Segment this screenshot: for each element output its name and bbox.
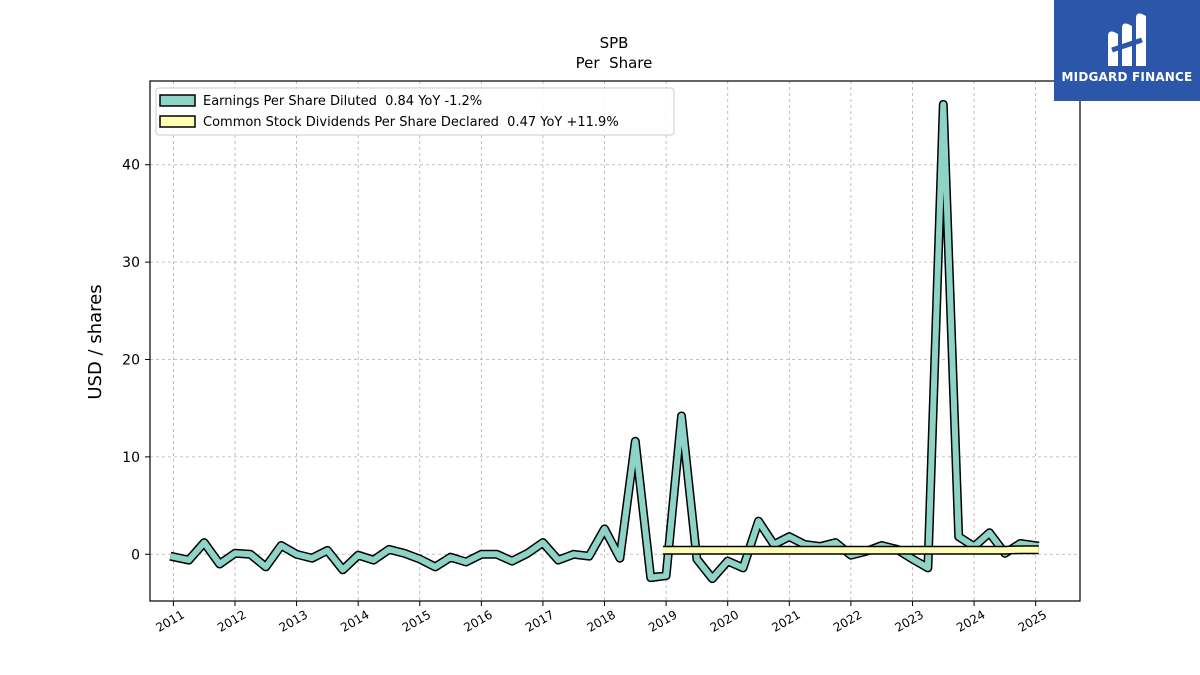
legend-label: Common Stock Dividends Per Share Declare… [203, 115, 619, 130]
y-tick-label: 40 [122, 158, 140, 174]
x-tick-label: 2021 [769, 607, 802, 634]
x-tick-label: 2023 [893, 607, 926, 634]
x-tick-label: 2015 [400, 607, 433, 634]
x-tick-label: 2022 [831, 607, 864, 634]
x-tick-label: 2011 [153, 607, 186, 634]
midgard-logo-icon [1108, 13, 1146, 66]
y-tick-label: 10 [122, 450, 140, 466]
legend-swatch [159, 115, 196, 128]
series-layer [169, 99, 1040, 584]
y-tick-label: 30 [122, 255, 140, 271]
x-tick-label: 2013 [277, 607, 310, 634]
y-axis-label: USD / shares [85, 284, 106, 399]
legend: Earnings Per Share Diluted 0.84 YoY -1.2… [155, 87, 675, 136]
x-tick-label: 2025 [1016, 607, 1049, 634]
legend-box [155, 87, 675, 136]
y-tick-label: 0 [131, 547, 140, 563]
plot-frame [149, 80, 1081, 602]
legend-swatch [159, 94, 196, 107]
x-tick-label: 2017 [523, 607, 556, 634]
chart-title: SPB [600, 34, 629, 52]
legend-label: Earnings Per Share Diluted 0.84 YoY -1.2… [203, 94, 482, 109]
x-tick-label: 2024 [954, 607, 987, 634]
x-tick-label: 2018 [585, 607, 618, 634]
brand-logo: MIDGARD FINANCE [1054, 0, 1200, 101]
series-2 [663, 545, 1039, 555]
series-line [663, 546, 1039, 554]
grid [150, 81, 1080, 601]
x-tick-label: 2012 [215, 607, 248, 634]
x-tick-label: 2016 [461, 607, 494, 634]
x-tick-label: 2020 [708, 607, 741, 634]
x-tick-label: 2019 [646, 607, 679, 634]
chart-subtitle: Per Share [576, 54, 653, 72]
x-tick-label: 2014 [338, 607, 371, 634]
brand-name: MIDGARD FINANCE [1061, 70, 1193, 84]
y-tick-label: 20 [122, 353, 140, 369]
